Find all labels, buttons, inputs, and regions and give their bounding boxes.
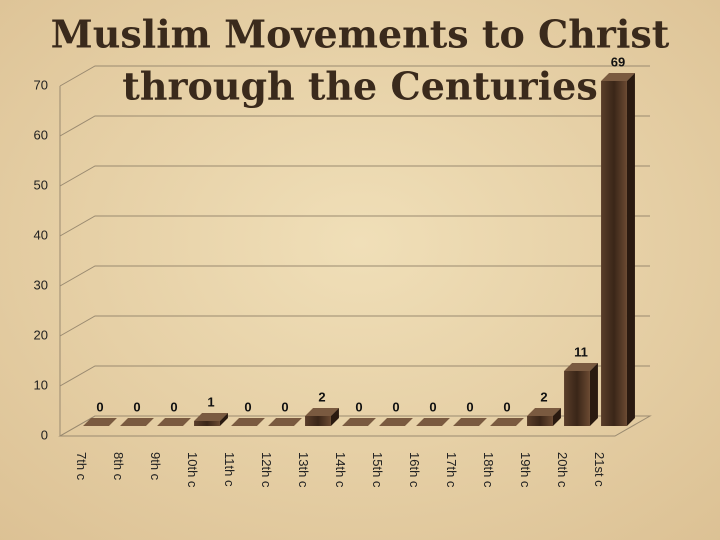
x-tick-label: 20th c (555, 452, 570, 488)
bar (194, 413, 228, 426)
bar (601, 73, 635, 426)
bar-front (194, 421, 220, 426)
data-label: 69 (611, 54, 625, 69)
x-tick-label: 18th c (481, 452, 496, 488)
grid-line (59, 315, 650, 337)
x-tick-label: 7th c (74, 452, 89, 481)
data-label: 0 (170, 399, 177, 414)
y-tick-label: 20 (34, 327, 48, 342)
bar (342, 418, 376, 426)
bar-top (194, 413, 228, 421)
data-label: 0 (392, 399, 399, 414)
grid-line (59, 265, 650, 287)
bar (305, 408, 339, 426)
bar-top (564, 363, 598, 371)
chart-title: Muslim Movements to Christ (51, 12, 670, 57)
data-label: 0 (281, 399, 288, 414)
data-label: 0 (244, 399, 251, 414)
x-tick-label: 14th c (333, 452, 348, 488)
data-label: 0 (429, 399, 436, 414)
bar (416, 418, 450, 426)
bar-top (305, 408, 339, 416)
grid-line (59, 115, 650, 137)
y-tick-label: 60 (34, 127, 48, 142)
grid-line (59, 165, 650, 187)
x-tick-label: 11th c (222, 452, 237, 487)
bar-top (527, 408, 561, 416)
grid-line (59, 65, 650, 87)
bar-front (564, 371, 590, 426)
y-tick-label: 70 (34, 77, 48, 92)
bar-top (342, 418, 376, 426)
bar (379, 418, 413, 426)
x-tick-label: 16th c (407, 452, 422, 488)
bar (231, 418, 265, 426)
bar (157, 418, 191, 426)
x-tick-label: 21st c (592, 452, 607, 487)
data-label: 0 (96, 399, 103, 414)
bar (490, 418, 524, 426)
bar-top (231, 418, 265, 426)
x-tick-label: 13th c (296, 452, 311, 488)
y-tick-label: 0 (41, 427, 48, 442)
bar-side (330, 408, 339, 426)
data-label: 1 (207, 394, 214, 409)
data-label: 0 (133, 399, 140, 414)
data-label: 2 (540, 389, 547, 404)
x-tick-label: 10th c (185, 452, 200, 488)
chart-title: through the Centuries (122, 64, 597, 109)
x-tick-label: 15th c (370, 452, 385, 488)
bar (453, 418, 487, 426)
bar-top (601, 73, 635, 81)
bar (120, 418, 154, 426)
y-tick-label: 40 (34, 227, 48, 242)
data-label: 0 (355, 399, 362, 414)
bar-top (120, 418, 154, 426)
bar (564, 363, 598, 426)
data-label: 2 (318, 389, 325, 404)
x-tick-label: 8th c (111, 452, 126, 481)
x-tick-label: 19th c (518, 452, 533, 488)
bar-side (626, 73, 635, 426)
bar-top (416, 418, 450, 426)
bar-side (552, 408, 561, 426)
bar-front (601, 81, 627, 426)
bar-side (219, 413, 228, 426)
bar (527, 408, 561, 426)
bar-side (589, 363, 598, 426)
y-tick-label: 50 (34, 177, 48, 192)
bar-top (83, 418, 117, 426)
bar-front (305, 416, 331, 426)
grid-line (59, 365, 650, 387)
data-label: 0 (466, 399, 473, 414)
bar (268, 418, 302, 426)
data-label: 0 (503, 399, 510, 414)
x-tick-label: 12th c (259, 452, 274, 488)
grid-line (59, 215, 650, 237)
x-tick-label: 17th c (444, 452, 459, 488)
y-tick-label: 10 (34, 377, 48, 392)
bar-top (453, 418, 487, 426)
bar-top (157, 418, 191, 426)
bar-top (268, 418, 302, 426)
bar-top (379, 418, 413, 426)
y-tick-label: 30 (34, 277, 48, 292)
grid-line (59, 415, 650, 437)
bar-top (490, 418, 524, 426)
x-tick-label: 9th c (148, 452, 163, 481)
data-label: 11 (574, 344, 588, 359)
bar (83, 418, 117, 426)
bar-front (527, 416, 553, 426)
